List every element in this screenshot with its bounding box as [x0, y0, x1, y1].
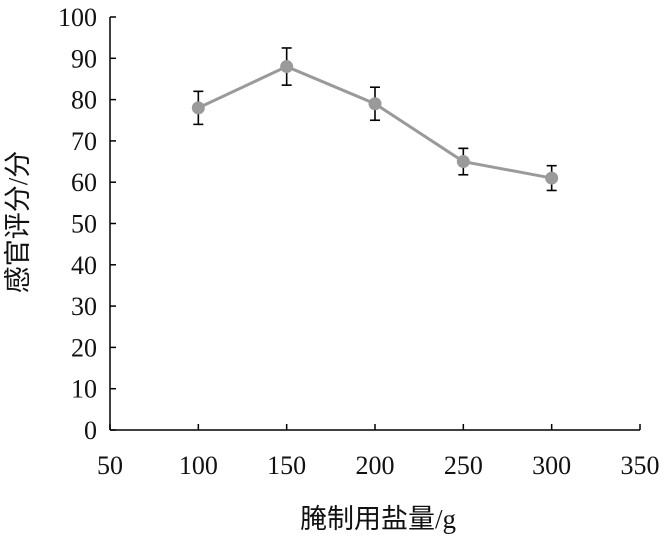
- x-tick-label: 200: [356, 451, 395, 480]
- data-point: [280, 60, 294, 74]
- x-tick-label: 300: [532, 451, 571, 480]
- data-point: [545, 171, 559, 185]
- y-tick-label: 90: [71, 44, 97, 73]
- x-tick-label: 50: [97, 451, 123, 480]
- x-tick-label: 150: [267, 451, 306, 480]
- x-tick-label: 350: [621, 451, 660, 480]
- y-tick-label: 80: [71, 86, 97, 115]
- data-point: [456, 155, 470, 169]
- y-tick-label: 20: [71, 333, 97, 362]
- series-layer: [191, 47, 559, 192]
- y-tick-label: 60: [71, 168, 97, 197]
- y-tick-label: 50: [71, 210, 97, 239]
- y-tick-label: 100: [58, 3, 97, 32]
- x-axis-title: 腌制用盐量/g: [300, 504, 456, 534]
- y-axis-title: 感官评分/分: [3, 151, 33, 294]
- axes: [109, 17, 640, 431]
- y-tick-label: 30: [71, 292, 97, 321]
- x-axis-ticks: 50 100 150 200 250 300 350: [97, 424, 660, 480]
- series-line: [197, 64, 552, 180]
- y-tick-label: 0: [84, 416, 97, 445]
- data-point: [368, 97, 382, 111]
- x-tick-label: 100: [179, 451, 218, 480]
- data-point: [191, 101, 205, 115]
- y-tick-label: 40: [71, 251, 97, 280]
- x-tick-label: 250: [444, 451, 483, 480]
- y-tick-label: 70: [71, 127, 97, 156]
- y-axis-ticks: 0 10 20 30 40 50 60 70 80 90 100: [58, 3, 116, 445]
- y-tick-label: 10: [71, 375, 97, 404]
